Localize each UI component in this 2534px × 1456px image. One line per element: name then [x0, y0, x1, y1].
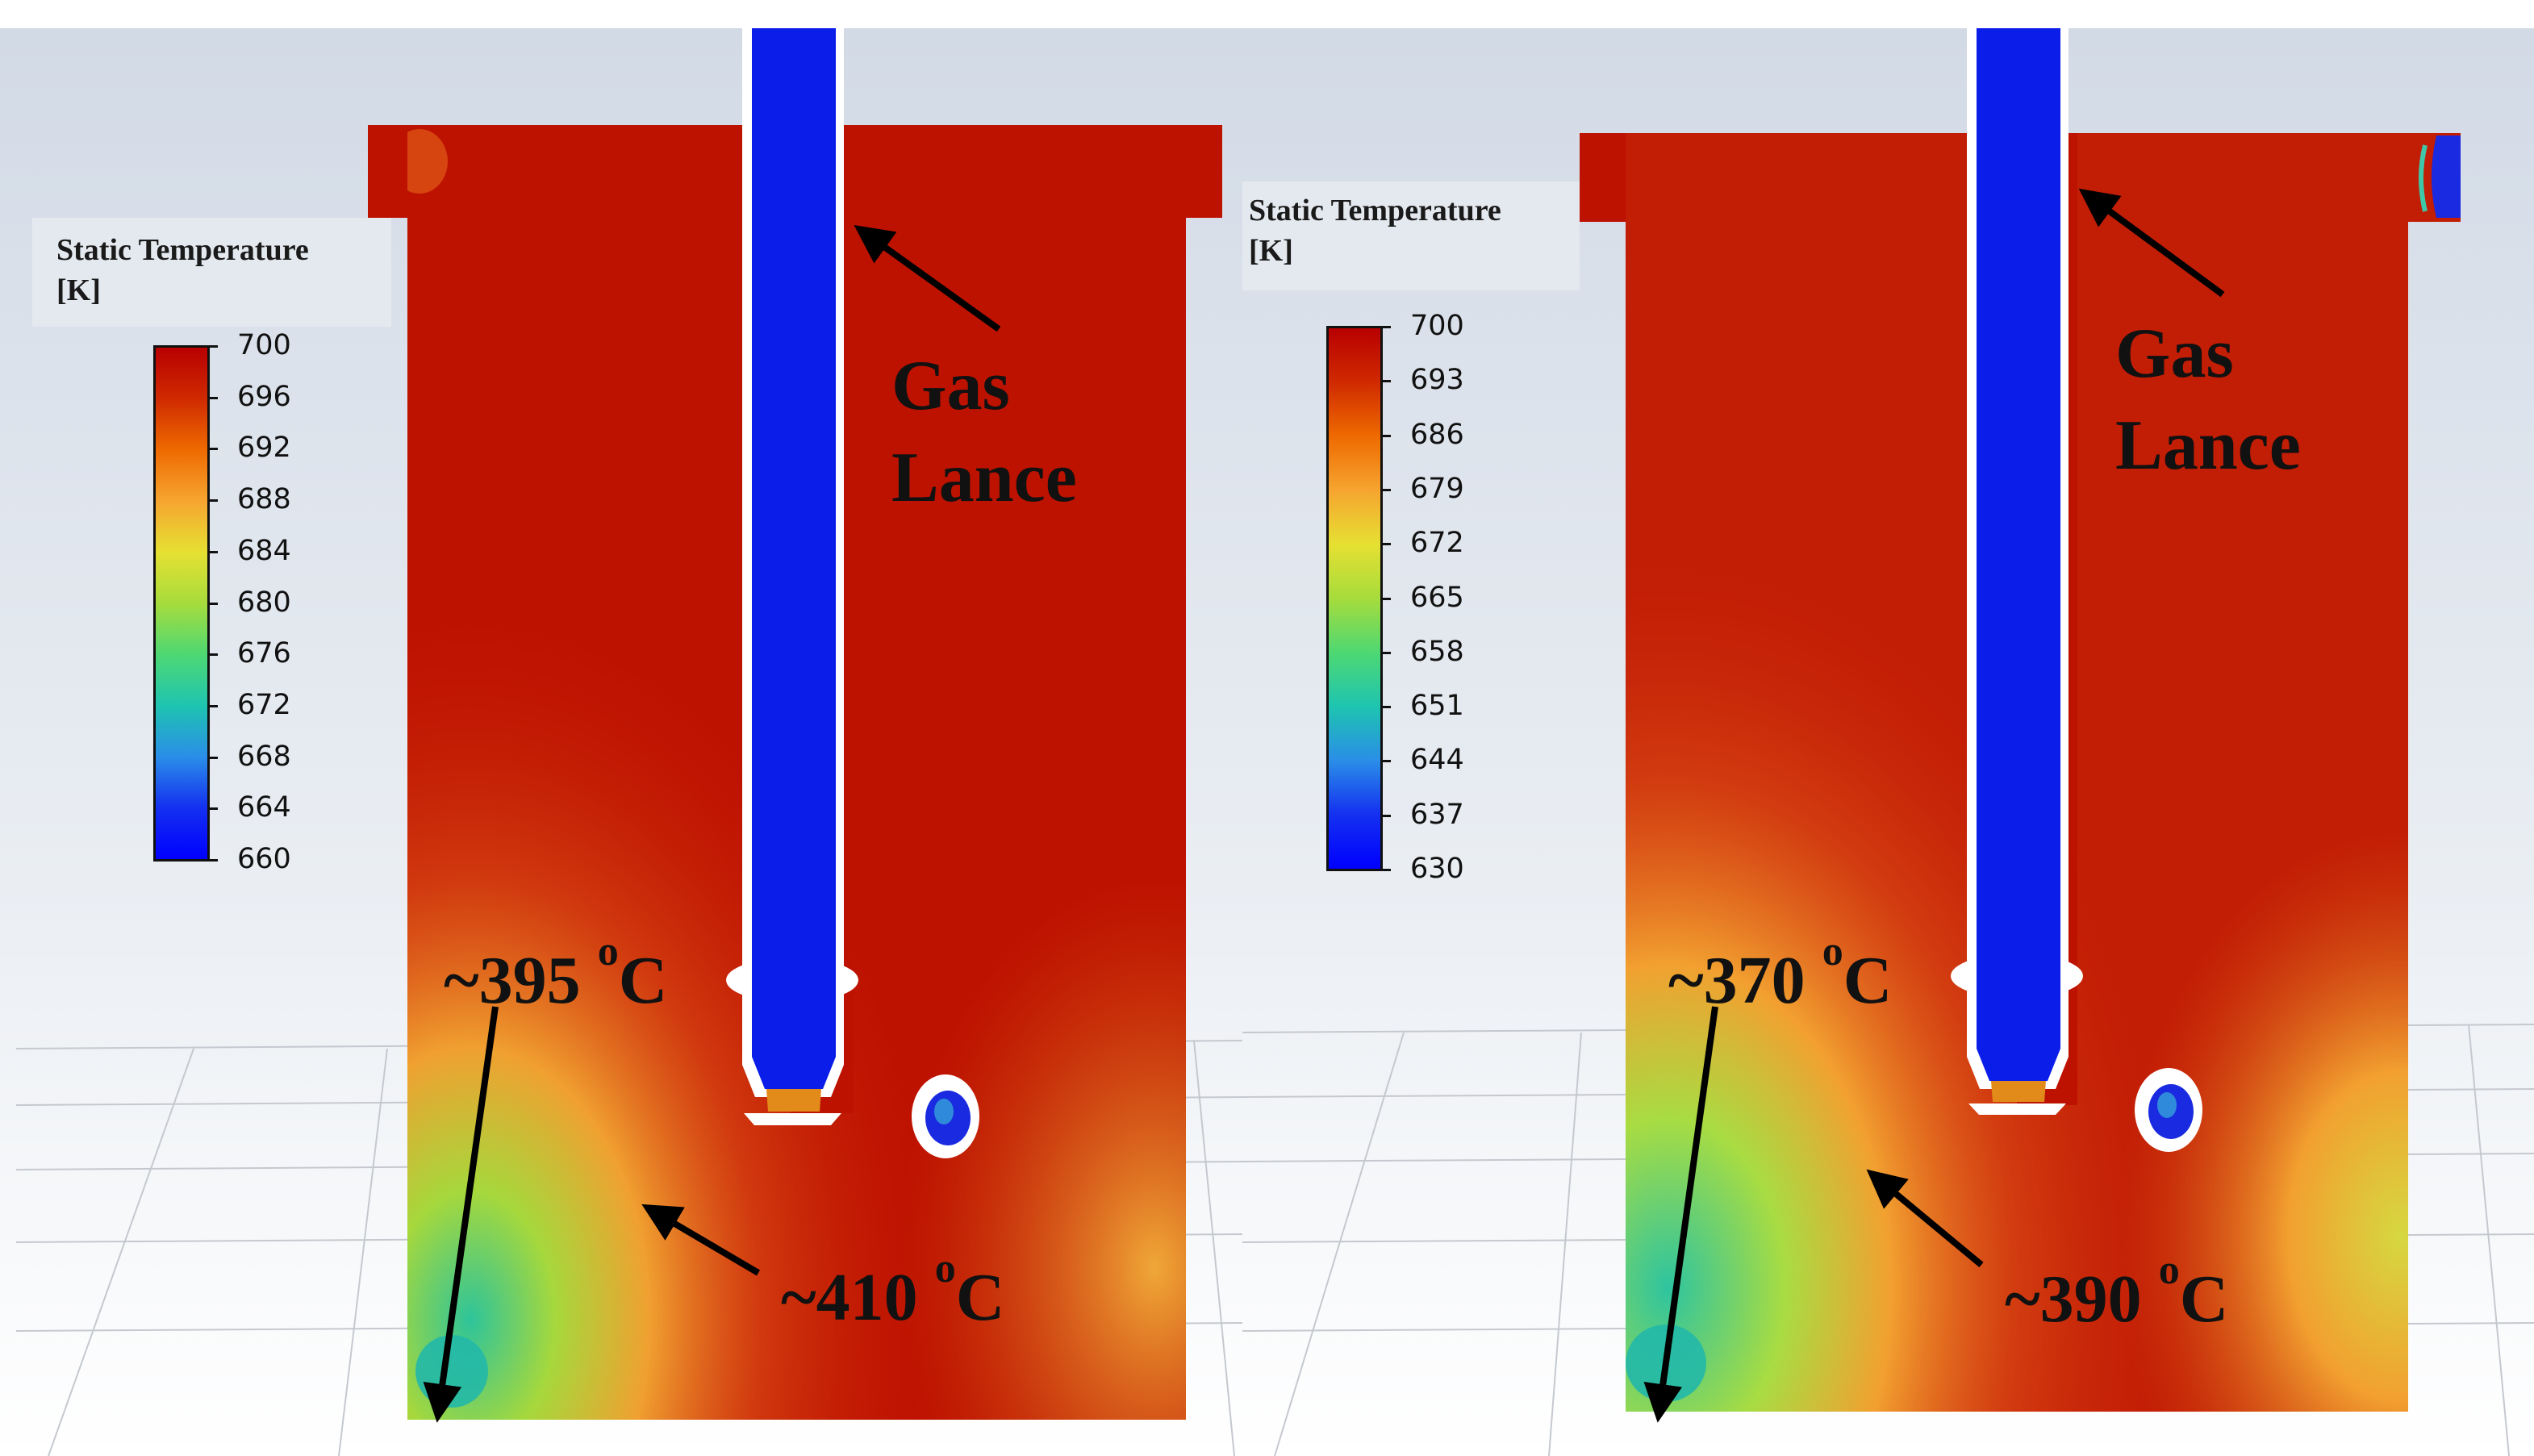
cold-spot-arrow: [423, 1006, 499, 1423]
lance-tip: [766, 1089, 821, 1112]
colorbar-tick-label: 679: [1410, 472, 1464, 505]
lance-nozzle: [744, 1113, 841, 1125]
cold-spot-label: ~395 oC: [444, 928, 668, 1018]
lance-nozzle: [1968, 1103, 2066, 1115]
colorbar-tickmark: [1383, 651, 1391, 654]
legend-box: [1242, 181, 1580, 290]
colorbar-tick-label: 644: [1410, 744, 1464, 777]
colorbar-tick-label: 700: [1410, 310, 1464, 342]
colorbar-tickmark: [210, 396, 218, 399]
colorbar-tickmark: [210, 345, 218, 348]
warm-zone-arrow: [641, 1204, 761, 1276]
colorbar-tick-label: 680: [237, 586, 291, 619]
contour-plot-right: [1242, 28, 2534, 1456]
legend-box: [32, 218, 391, 327]
colorbar-tick-label: 660: [237, 843, 291, 875]
contour-plot-left: [0, 28, 1246, 1456]
colorbar-tickmark: [210, 704, 218, 707]
colorbar-tick-label: 686: [1410, 418, 1464, 451]
colorbar-tickmark: [1383, 434, 1391, 437]
lance-arrow: [2078, 188, 2225, 298]
colorbar-tickmark: [210, 448, 218, 451]
warm-zone-label: ~410 oC: [781, 1245, 1005, 1335]
colorbar: [153, 345, 210, 862]
legend-title: Static Temperature [K]: [56, 233, 309, 307]
colorbar-tickmark: [210, 602, 218, 605]
colorbar-tick-label: 700: [237, 329, 291, 361]
colorbar-tickmark: [1383, 760, 1391, 763]
colorbar-tickmark: [1383, 380, 1391, 383]
lance-gas: [1977, 28, 2060, 1081]
gas-lance-label: Gas Lance: [891, 347, 1077, 517]
colorbar-tick-label: 672: [1410, 527, 1464, 560]
colorbar-tick-label: 696: [237, 380, 291, 413]
colorbar-tickmark: [210, 807, 218, 811]
lance-gas: [752, 28, 836, 1089]
warm-zone-arrow: [1866, 1169, 1984, 1268]
colorbar-tick-label: 676: [237, 637, 291, 670]
colorbar-tickmark: [1383, 488, 1391, 491]
colorbar-tickmark: [210, 859, 218, 862]
colorbar-tick-label: 688: [237, 483, 291, 516]
cold-spot-arrow: [1643, 1006, 1718, 1423]
contour-panel-left: Static Temperature [K] 700 696 692 688 684 68…: [0, 0, 1246, 1456]
colorbar-tick-label: 637: [1410, 798, 1464, 831]
contour-panel-right: Static Temperature [K] 700 693 686 679 672 66…: [1242, 0, 2534, 1456]
colorbar-tick-label: 665: [1410, 581, 1464, 614]
colorbar-tick-label: 630: [1410, 853, 1464, 885]
inlet-cold-region: [2432, 136, 2461, 218]
colorbar: [1326, 326, 1383, 871]
colorbar-tickmark: [1383, 869, 1391, 871]
colorbar-tickmark: [210, 653, 218, 657]
lance-tip: [1991, 1081, 2046, 1102]
colorbar-tickmark: [1383, 326, 1391, 328]
warm-zone-label: ~390 oC: [2005, 1247, 2229, 1337]
colorbar-tick-label: 651: [1410, 690, 1464, 723]
colorbar-tickmark: [1383, 543, 1391, 546]
colorbar-tickmark: [210, 756, 218, 759]
legend-title: Static Temperature [K]: [1249, 194, 1501, 268]
colorbar-tickmark: [210, 499, 218, 503]
gas-lance-label: Gas Lance: [2115, 315, 2301, 485]
lance-arrow: [854, 224, 1001, 332]
colorbar-tick-label: 693: [1410, 364, 1464, 397]
colorbar-tick-label: 684: [237, 534, 291, 567]
colorbar-tick-label: 692: [237, 432, 291, 465]
colorbar-tick-label: 664: [237, 791, 291, 824]
colorbar-tick-label: 672: [237, 688, 291, 721]
colorbar-tick-label: 658: [1410, 635, 1464, 668]
colorbar-tickmark: [210, 550, 218, 553]
colorbar-tickmark: [1383, 706, 1391, 709]
colorbar-tick-label: 668: [237, 740, 291, 773]
colorbar-tickmark: [1383, 597, 1391, 600]
cold-spot-label: ~370 oC: [1668, 928, 1893, 1018]
colorbar-tickmark: [1383, 814, 1391, 817]
